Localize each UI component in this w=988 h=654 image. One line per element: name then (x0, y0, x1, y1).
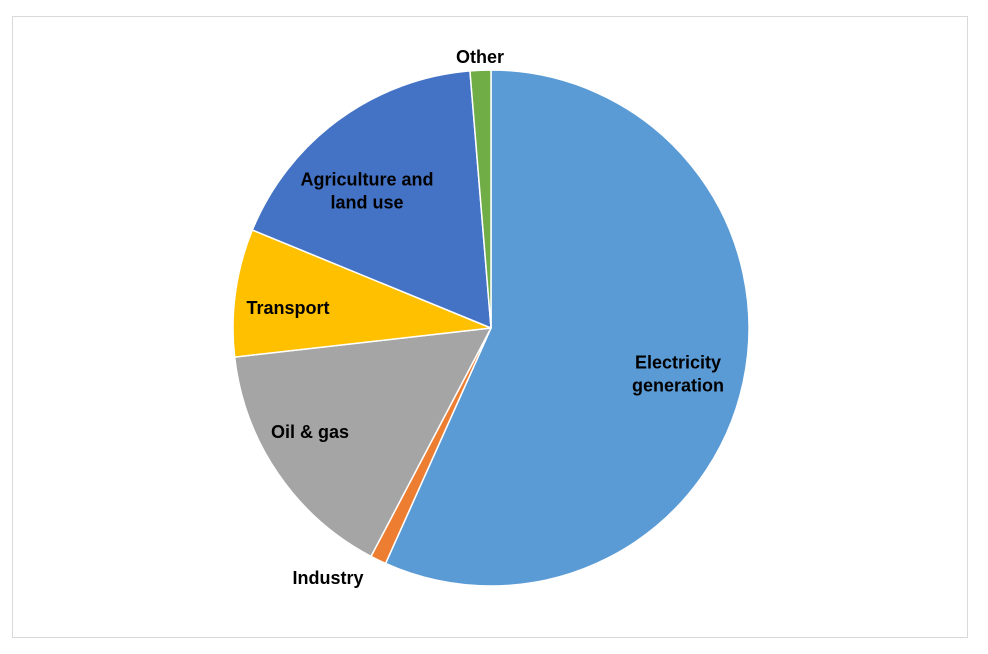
pie-slice-other (469, 69, 492, 329)
pie-label-oil-and-gas: Oil & gas (271, 422, 349, 442)
pie-label-transport: Transport (246, 298, 329, 318)
pie-labels: Electricity generation Industry Oil & gas Tr… (246, 47, 724, 588)
pie-slice-electricity-generation (384, 69, 750, 587)
pie-slice-oil-and-gas (233, 327, 492, 558)
pie-slices (232, 69, 750, 587)
pie-slice-transport (232, 229, 492, 358)
pie-slice-agriculture-and-land-use (251, 70, 492, 329)
pie-label-agriculture-and-land-use: Agriculture and land use (300, 170, 433, 213)
pie-label-industry: Industry (292, 568, 363, 588)
pie-label-other: Other (456, 47, 504, 67)
pie-label-electricity-generation: Electricity generation (632, 353, 724, 396)
